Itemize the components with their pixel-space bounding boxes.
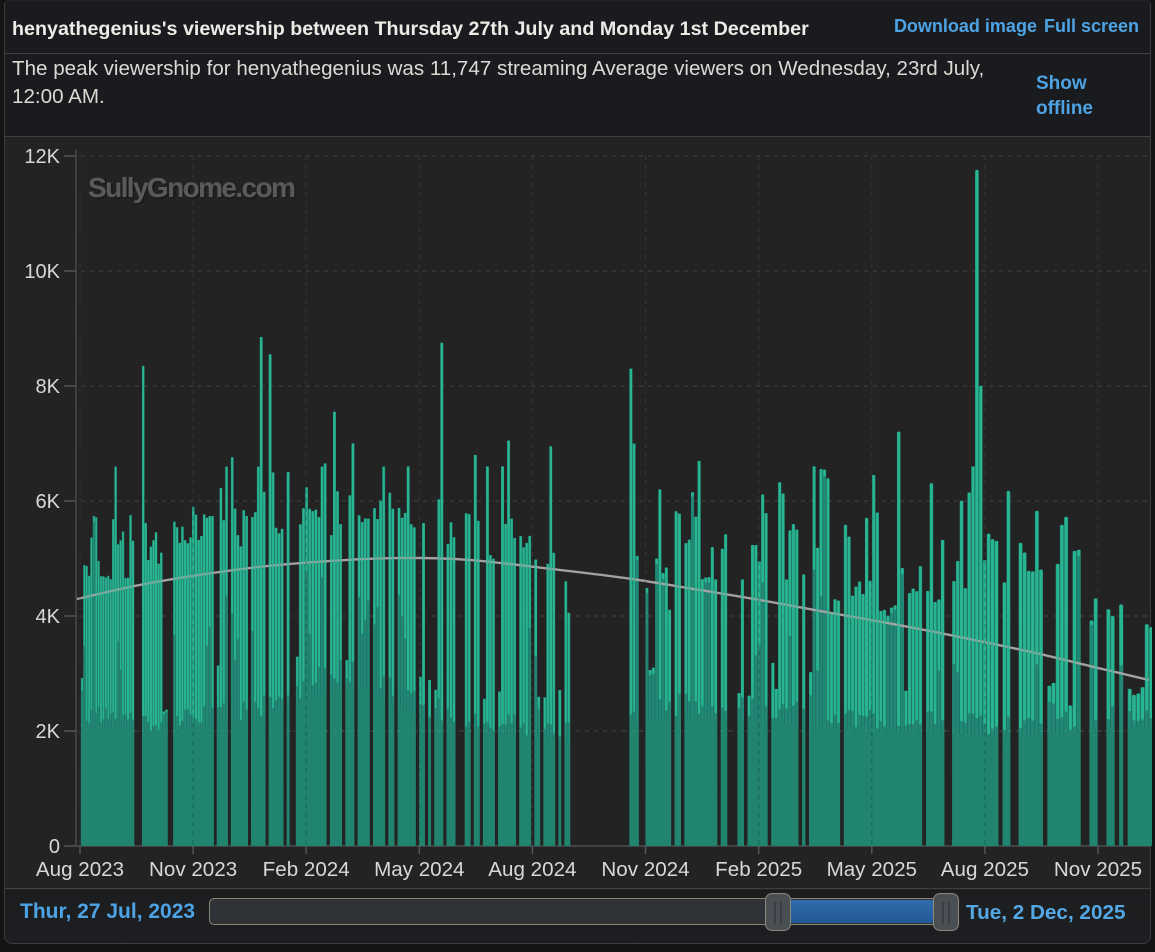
svg-text:Nov 2024: Nov 2024	[601, 858, 689, 881]
svg-text:May 2025: May 2025	[827, 858, 917, 881]
svg-text:2K: 2K	[36, 721, 61, 743]
svg-text:Nov 2023: Nov 2023	[149, 858, 237, 881]
svg-text:8K: 8K	[36, 376, 61, 398]
svg-text:4K: 4K	[36, 606, 61, 628]
svg-text:6K: 6K	[36, 491, 61, 513]
svg-text:SullyGnome.com: SullyGnome.com	[88, 172, 295, 203]
svg-text:Feb 2024: Feb 2024	[263, 858, 350, 881]
svg-text:0: 0	[49, 836, 60, 858]
svg-text:Aug 2025: Aug 2025	[941, 858, 1029, 881]
svg-text:Aug 2023: Aug 2023	[36, 858, 124, 881]
svg-text:Nov 2025: Nov 2025	[1054, 858, 1142, 881]
svg-text:Feb 2025: Feb 2025	[715, 858, 802, 881]
svg-text:May 2024: May 2024	[374, 858, 464, 881]
svg-text:Aug 2024: Aug 2024	[488, 858, 576, 881]
svg-text:12K: 12K	[24, 146, 60, 168]
svg-text:10K: 10K	[24, 261, 60, 283]
